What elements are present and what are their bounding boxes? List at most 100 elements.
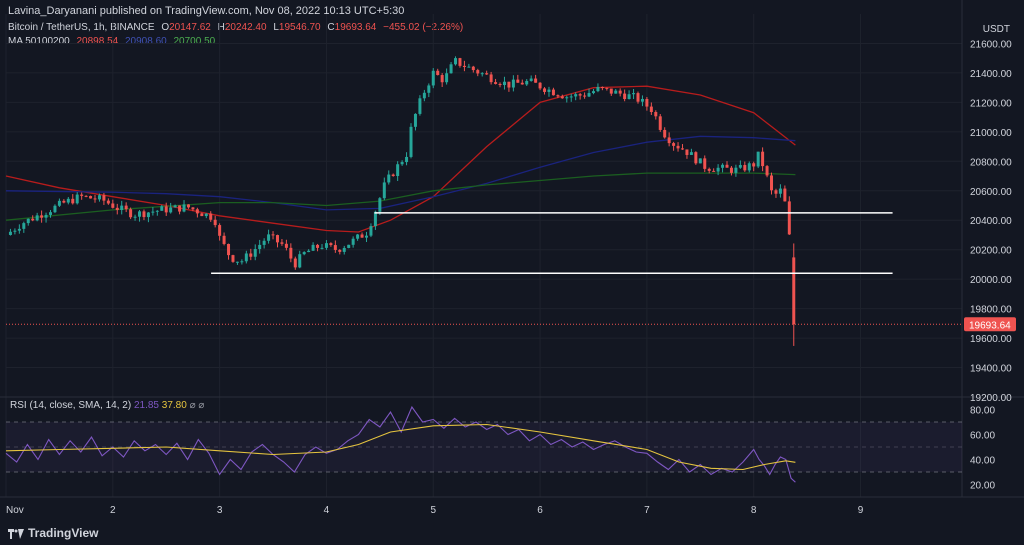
candle-body <box>133 216 137 218</box>
candle-body <box>409 126 413 157</box>
candle-body <box>129 209 133 218</box>
candle-body <box>97 195 101 200</box>
candle-body <box>191 207 195 210</box>
candle <box>289 243 293 263</box>
candle-body <box>543 88 547 92</box>
symbol-name[interactable]: Bitcoin / TetherUS, 1h, BINANCE <box>8 22 155 33</box>
candle <box>774 188 778 198</box>
candle <box>93 194 97 203</box>
candle <box>756 151 760 169</box>
price-tick-label: 21400.00 <box>970 69 1012 80</box>
candle-body <box>676 145 680 149</box>
candle <box>712 168 716 172</box>
candle <box>729 166 733 176</box>
candle-body <box>645 98 649 107</box>
candle <box>44 212 48 223</box>
candle-body <box>667 137 671 144</box>
high-value: 20242.40 <box>224 22 267 33</box>
candle <box>752 161 756 172</box>
candle-body <box>587 93 591 97</box>
candle <box>307 249 311 253</box>
ma-line-ma100 <box>5 135 796 211</box>
ma50-value: 20898.54 <box>76 36 119 47</box>
candle-body <box>57 200 61 206</box>
candle <box>80 192 84 200</box>
candle <box>743 161 747 172</box>
candle-body <box>747 163 751 171</box>
candle-body <box>627 94 631 100</box>
candle <box>600 86 604 91</box>
candle <box>516 74 520 83</box>
candle <box>151 207 155 216</box>
candle <box>654 110 658 120</box>
rsi-label[interactable]: RSI (14, close, SMA, 14, 2) <box>10 400 132 411</box>
candle <box>458 57 462 68</box>
rsi-tick-label: 60.00 <box>970 431 995 442</box>
candle-body <box>565 97 569 99</box>
rsi-legend: RSI (14, close, SMA, 14, 2) 21.85 37.80 … <box>10 400 204 411</box>
candle-body <box>489 74 493 83</box>
candle <box>676 142 680 152</box>
candle <box>761 147 765 172</box>
candle-body <box>75 194 79 204</box>
candle-body <box>235 261 239 263</box>
candle <box>111 199 115 209</box>
candle <box>498 82 502 88</box>
candle-body <box>569 96 573 98</box>
candle-body <box>614 90 618 94</box>
candle-body <box>529 78 533 81</box>
candle <box>222 232 226 246</box>
tradingview-logo[interactable]: TradingView <box>8 526 98 540</box>
candle <box>556 94 560 99</box>
price-tick-label: 19800.00 <box>970 305 1012 316</box>
candle-body <box>280 242 284 244</box>
candle-body <box>298 254 302 268</box>
price-tick-label: 20400.00 <box>970 216 1012 227</box>
candle-body <box>124 205 128 210</box>
ma-line-ma50 <box>5 85 796 233</box>
candle <box>649 102 653 115</box>
candle-body <box>93 198 97 200</box>
candle-body <box>605 87 609 89</box>
candle-body <box>311 244 315 251</box>
candle <box>26 218 30 226</box>
ma-label[interactable]: MA 50100200 <box>8 36 70 47</box>
candle <box>262 238 266 249</box>
high-label: H <box>217 22 225 33</box>
candle <box>155 210 159 216</box>
candle <box>427 83 431 98</box>
candle <box>356 233 360 241</box>
candle <box>605 87 609 91</box>
time-tick-label: 5 <box>430 505 436 516</box>
candle <box>462 60 466 72</box>
candle-body <box>169 207 173 213</box>
candle-body <box>578 94 582 96</box>
rsi-sma-value: 37.80 <box>161 400 187 411</box>
candle <box>146 212 150 223</box>
candle <box>271 231 275 240</box>
candle-body <box>204 213 208 217</box>
candle <box>351 236 355 248</box>
candle-body <box>445 73 449 83</box>
candle-body <box>534 78 538 83</box>
candle <box>436 68 440 76</box>
candle-body <box>551 89 555 96</box>
candle <box>13 228 17 235</box>
candle <box>347 244 351 249</box>
price-tick-label: 20200.00 <box>970 246 1012 257</box>
candle <box>778 184 782 198</box>
candle <box>62 199 66 204</box>
candle <box>382 177 386 201</box>
candle-body <box>391 174 395 177</box>
candle-body <box>173 205 177 208</box>
candle <box>53 204 57 214</box>
candle <box>547 86 551 97</box>
candle-body <box>111 203 115 208</box>
candle-body <box>734 167 738 173</box>
candle-body <box>293 258 297 268</box>
candle-body <box>778 188 782 194</box>
candle-body <box>13 230 17 232</box>
rsi-value: 21.85 <box>133 400 159 411</box>
candle-body <box>227 243 231 256</box>
